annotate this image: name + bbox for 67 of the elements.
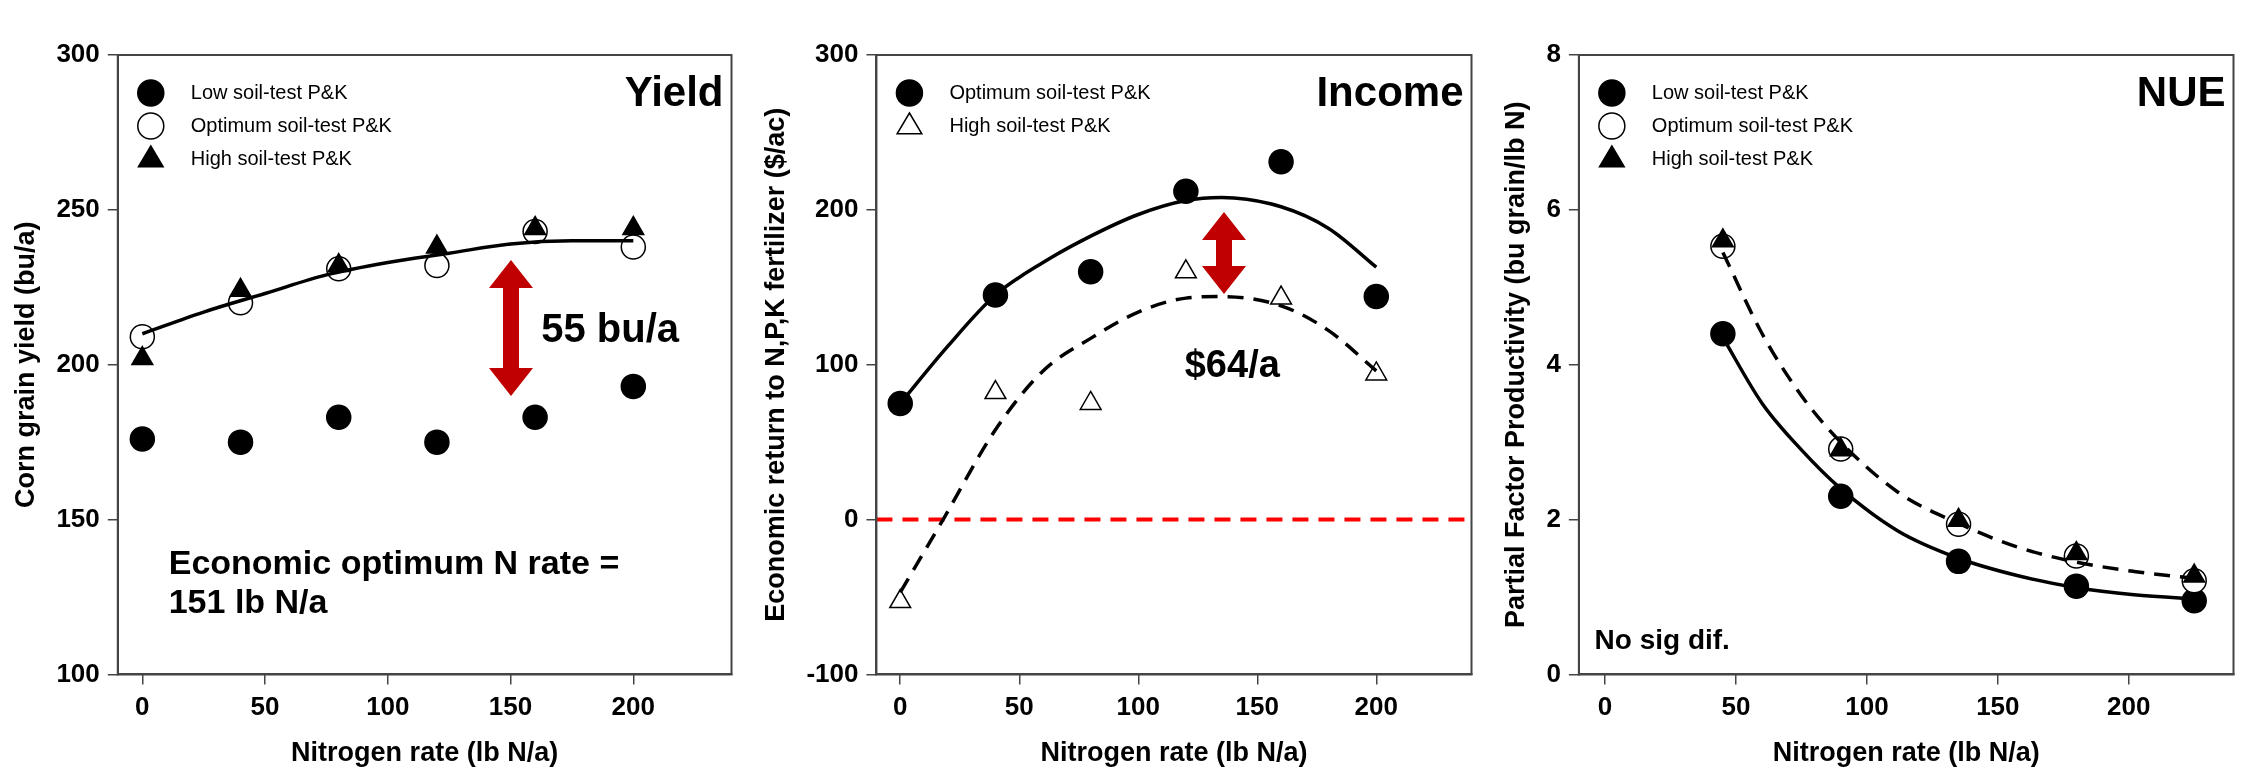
x-tick-label: 150 [488,691,533,722]
legend-label: Low soil-test P&K [190,80,349,103]
x-tick-label: 0 [1597,691,1613,722]
y-tick-label: 300 [815,38,859,69]
x-tick-label: 100 [1116,691,1160,722]
y-axis-title: Corn grain yield (bu/a) [9,221,40,508]
legend-label: Optimum soil-test P&K [190,113,393,136]
y-tick-label: -100 [806,657,859,688]
legend-label: High soil-test P&K [1651,146,1814,169]
point [887,390,913,417]
annotation: 55 bu/a [541,305,680,350]
y-tick-label: 250 [56,193,100,224]
x-axis-title: Nitrogen rate (lb N/a) [291,737,559,768]
legend-label: Low soil-test P&K [1651,80,1810,103]
point [1363,283,1390,310]
x-tick-label: 100 [366,691,410,722]
x-tick-label: 50 [1721,691,1751,722]
x-tick-label: 200 [611,691,655,722]
chart-title: NUE [2136,67,2226,115]
x-tick-label: 0 [135,691,150,722]
legend-label: High soil-test P&K [190,146,353,169]
y-tick-label: 200 [815,193,859,224]
point [522,404,548,431]
x-tick-label: 50 [250,691,280,722]
x-tick-label: 100 [1845,691,1889,722]
point [1079,390,1102,411]
point [227,429,254,455]
x-tick-label: 150 [1976,691,2020,722]
legend-label: High soil-test P&K [949,113,1112,136]
point [620,234,647,260]
y-tick-label: 8 [1546,38,1561,69]
chart-title: Yield [624,67,724,115]
x-axis-title: Nitrogen rate (lb N/a) [1040,737,1308,768]
y-tick-label: 200 [56,347,100,378]
y-tick-label: 100 [56,657,100,688]
annotation: $64/a [1183,342,1281,387]
x-tick-label: 150 [1235,691,1279,722]
x-tick-label: 200 [2107,691,2151,722]
point [1710,320,1736,347]
point [325,404,352,431]
y-tick-label: 6 [1546,193,1561,224]
point [1268,149,1294,175]
point [889,588,912,609]
chart-title: Income [1316,67,1464,115]
y-tick-label: 300 [56,38,100,69]
y-axis-title: Partial Factor Productivity (bu grain/lb N) [1499,101,1530,628]
y-tick-label: 2 [1546,502,1561,533]
y-tick-label: 4 [1546,347,1562,378]
point [620,373,647,400]
x-tick-label: 200 [1354,691,1398,722]
annotation: Economic optimum N rate = 151 lb N/a [168,542,621,621]
x-tick-label: 50 [1004,691,1034,722]
point [984,379,1007,400]
y-tick-label: 0 [843,502,859,533]
x-tick-label: 0 [893,691,908,722]
point [129,426,156,452]
annotation: No sig dif. [1594,623,1731,656]
point [1365,361,1388,381]
y-axis-title: Economic return to N,P,K fertilizer ($/ac) [759,107,790,622]
point [1077,259,1104,285]
y-tick-label: 150 [56,502,100,533]
point [424,429,450,455]
y-tick-label: 0 [1546,657,1561,688]
y-tick-label: 100 [815,347,859,378]
legend-label: Optimum soil-test P&K [949,80,1152,103]
legend-label: Optimum soil-test P&K [1651,113,1854,136]
x-axis-title: Nitrogen rate (lb N/a) [1772,737,2040,768]
